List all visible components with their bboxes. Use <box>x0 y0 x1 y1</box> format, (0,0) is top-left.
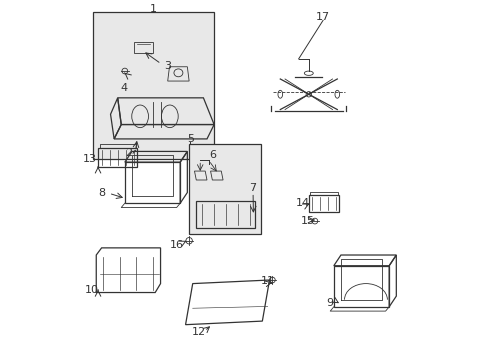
Bar <box>93 12 214 158</box>
Text: 6: 6 <box>208 150 215 160</box>
Text: 14: 14 <box>295 198 309 208</box>
Text: 10: 10 <box>84 285 99 295</box>
Text: 5: 5 <box>186 134 193 144</box>
Bar <box>308 195 339 212</box>
Text: 15: 15 <box>301 216 314 226</box>
Bar <box>98 148 137 167</box>
Bar <box>189 144 260 234</box>
Text: 3: 3 <box>164 61 171 71</box>
Text: 16: 16 <box>169 240 183 250</box>
Text: 7: 7 <box>249 183 256 193</box>
Text: 12: 12 <box>191 327 205 337</box>
Text: 9: 9 <box>325 298 332 308</box>
Text: 8: 8 <box>98 188 105 198</box>
Text: 17: 17 <box>315 13 329 22</box>
Text: 11: 11 <box>260 276 274 286</box>
Text: 2: 2 <box>124 148 132 158</box>
Text: 1: 1 <box>150 4 157 14</box>
Text: 4: 4 <box>120 83 127 93</box>
Text: 13: 13 <box>82 154 97 164</box>
